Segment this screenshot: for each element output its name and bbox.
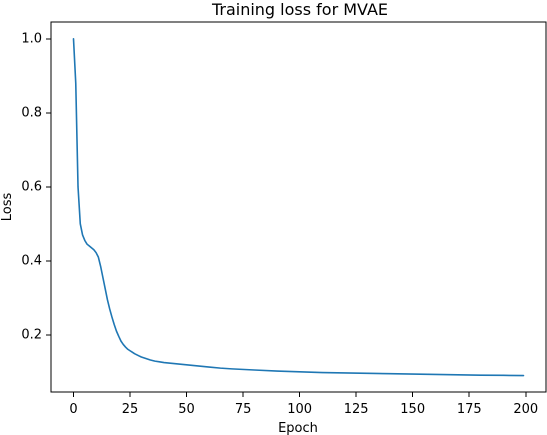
x-tick-label: 75 bbox=[235, 402, 252, 417]
y-axis-ticks: 0.2 0.4 0.6 0.8 1.0 bbox=[21, 31, 51, 342]
y-tick-label: 0.4 bbox=[21, 253, 42, 268]
x-tick-label: 0 bbox=[69, 402, 77, 417]
x-axis-label: Epoch bbox=[278, 421, 318, 435]
x-tick-label: 50 bbox=[178, 402, 195, 417]
x-tick-label: 200 bbox=[513, 402, 538, 417]
y-axis-label: Loss bbox=[0, 193, 15, 222]
x-tick-label: 100 bbox=[287, 402, 312, 417]
y-tick-label: 0.6 bbox=[21, 179, 42, 194]
y-tick-label: 0.8 bbox=[21, 105, 42, 120]
chart-title: Training loss for MVAE bbox=[211, 0, 388, 19]
y-tick-label: 0.2 bbox=[21, 327, 42, 342]
plot-area bbox=[72, 38, 525, 377]
x-tick-label: 150 bbox=[400, 402, 425, 417]
y-tick-label: 1.0 bbox=[21, 31, 42, 46]
x-tick-label: 175 bbox=[457, 402, 482, 417]
axes-frame bbox=[50, 21, 547, 393]
loss-series-line bbox=[72, 38, 525, 377]
x-tick-label: 125 bbox=[344, 402, 369, 417]
x-tick-label: 25 bbox=[122, 402, 139, 417]
x-axis-ticks: 0 25 50 75 100 125 150 175 200 bbox=[69, 392, 538, 417]
